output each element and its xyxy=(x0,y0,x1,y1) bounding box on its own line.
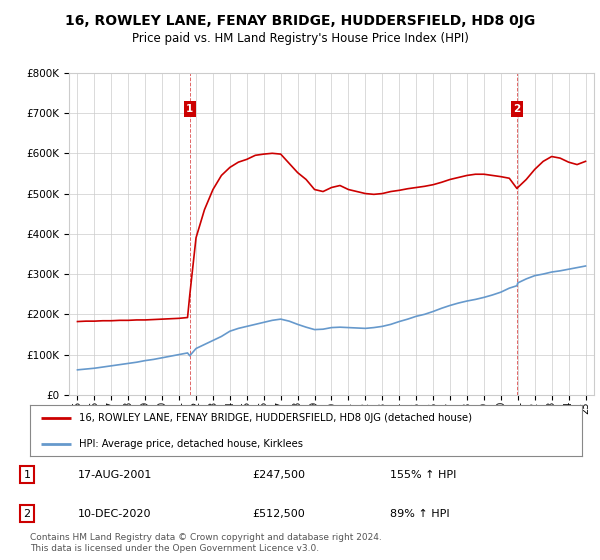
Text: £512,500: £512,500 xyxy=(252,509,305,519)
Text: 1: 1 xyxy=(23,470,31,479)
Text: £247,500: £247,500 xyxy=(252,470,305,479)
Text: 2: 2 xyxy=(23,509,31,519)
Text: 89% ↑ HPI: 89% ↑ HPI xyxy=(390,509,449,519)
Text: HPI: Average price, detached house, Kirklees: HPI: Average price, detached house, Kirk… xyxy=(79,439,302,449)
Text: Contains HM Land Registry data © Crown copyright and database right 2024.
This d: Contains HM Land Registry data © Crown c… xyxy=(30,533,382,553)
Text: 1: 1 xyxy=(186,104,193,114)
Text: 16, ROWLEY LANE, FENAY BRIDGE, HUDDERSFIELD, HD8 0JG: 16, ROWLEY LANE, FENAY BRIDGE, HUDDERSFI… xyxy=(65,14,535,28)
Text: 155% ↑ HPI: 155% ↑ HPI xyxy=(390,470,457,479)
Text: 2: 2 xyxy=(514,104,521,114)
Text: 16, ROWLEY LANE, FENAY BRIDGE, HUDDERSFIELD, HD8 0JG (detached house): 16, ROWLEY LANE, FENAY BRIDGE, HUDDERSFI… xyxy=(79,413,472,423)
Text: Price paid vs. HM Land Registry's House Price Index (HPI): Price paid vs. HM Land Registry's House … xyxy=(131,32,469,45)
Text: 17-AUG-2001: 17-AUG-2001 xyxy=(78,470,152,479)
Text: 10-DEC-2020: 10-DEC-2020 xyxy=(78,509,151,519)
